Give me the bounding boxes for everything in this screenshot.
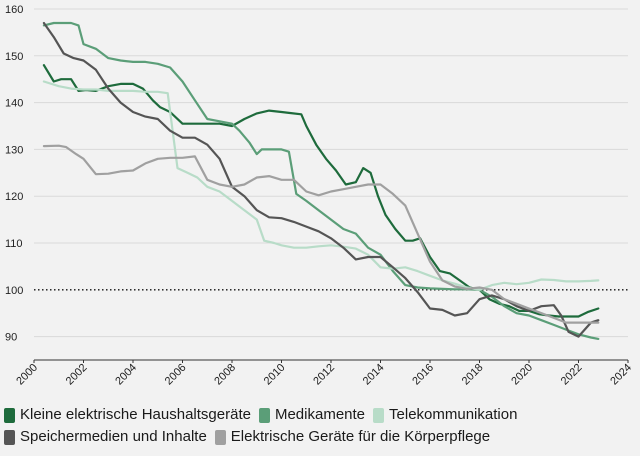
x-tick-label: 2002	[64, 362, 90, 388]
x-tick-label: 2000	[14, 362, 40, 388]
x-tick-label: 2010	[262, 362, 288, 388]
y-tick-label: 100	[5, 285, 23, 297]
legend-item: Elektrische Geräte für die Körperpflege	[214, 426, 491, 448]
legend-swatch	[258, 407, 270, 423]
x-tick-label: 2024	[608, 362, 634, 388]
legend-item: Speichermedien und Inhalte	[4, 426, 207, 448]
x-tick-label: 2014	[361, 362, 387, 388]
x-tick-label: 2022	[559, 362, 585, 388]
legend-label: Telekommunikation	[389, 406, 518, 423]
legend-label: Medikamente	[274, 406, 366, 423]
y-tick-label: 130	[5, 144, 23, 156]
y-tick-label: 140	[5, 98, 23, 110]
x-tick-label: 2006	[163, 362, 189, 388]
legend-row: Speichermedien und Inhalte Elektrische Ge…	[4, 426, 636, 448]
gridlines	[34, 8, 628, 338]
x-tick-label: 2020	[509, 362, 535, 388]
line-chart: 90 100 110 120 130 140 150 160 2000 2002 2004 2006 2…	[5, 4, 634, 388]
legend-label: Speichermedien und Inhalte	[20, 428, 207, 445]
y-tick-label: 110	[5, 238, 23, 250]
x-tick-label: 2004	[113, 362, 139, 388]
series-line-4	[42, 21, 600, 338]
legend-item: Telekommunikation	[373, 404, 517, 426]
legend-swatch	[214, 429, 226, 445]
y-tick-label: 150	[5, 51, 23, 63]
legend-swatch	[4, 407, 15, 423]
legend: Kleine elektrische Haushaltsgeräte Medika…	[4, 404, 636, 448]
series-line-1	[42, 64, 600, 318]
series-line-3	[42, 80, 600, 291]
y-tick-label: 160	[5, 4, 23, 16]
series-line-2	[42, 21, 600, 340]
x-tick-label: 2012	[311, 362, 337, 388]
x-tick-label: 2016	[410, 362, 436, 388]
legend-item: Medikamente	[258, 404, 366, 426]
legend-item: Kleine elektrische Haushaltsgeräte	[4, 404, 251, 426]
series-layer	[42, 21, 600, 340]
x-tick-label: 2008	[212, 362, 238, 388]
y-tick-label: 120	[5, 191, 23, 203]
series-line-5	[42, 144, 600, 324]
legend-row: Kleine elektrische Haushaltsgeräte Medika…	[4, 404, 636, 426]
y-tick-label: 90	[5, 332, 17, 344]
legend-label: Elektrische Geräte für die Körperpflege	[230, 428, 491, 445]
legend-swatch	[4, 429, 15, 445]
legend-swatch	[373, 407, 385, 423]
x-tick-label: 2018	[460, 362, 486, 388]
legend-label: Kleine elektrische Haushaltsgeräte	[20, 406, 251, 423]
